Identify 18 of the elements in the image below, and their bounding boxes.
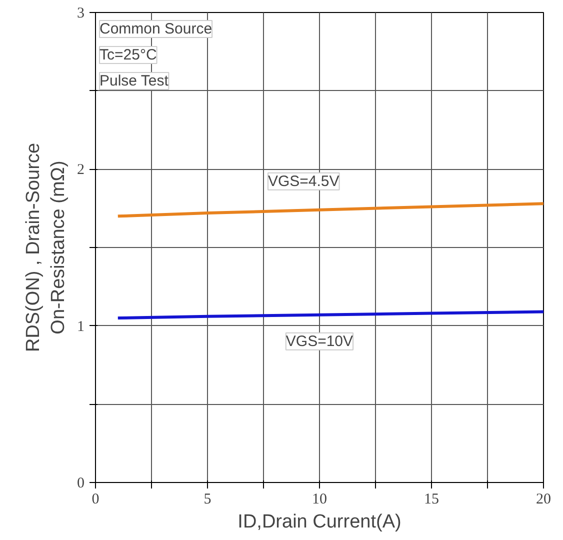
series-label: VGS=4.5V (268, 172, 340, 190)
line-series (116, 310, 544, 320)
y-tick-label: 1 (77, 318, 84, 335)
y-tick-label: 0 (77, 476, 84, 492)
x-tick-label: 15 (424, 492, 439, 508)
y-tick-label: 2 (77, 162, 84, 178)
x-tick-label: 0 (92, 492, 100, 508)
x-tick-label: 10 (312, 492, 327, 508)
x-tick-label: 20 (536, 492, 551, 508)
annotation: Pulse Test (100, 72, 170, 90)
annotation: Tc=25°C (100, 46, 157, 64)
series-label: VGS=10V (286, 332, 354, 350)
annotation: Common Source (100, 20, 212, 38)
y-axis-title: RDS(ON) , Drain-Source On-Resistance (mΩ) (22, 142, 69, 352)
x-axis-title: ID,Drain Current(A) (238, 512, 402, 532)
line-series (116, 202, 544, 218)
x-tick-label: 5 (204, 492, 212, 508)
y-tick-label: 3 (77, 6, 84, 22)
